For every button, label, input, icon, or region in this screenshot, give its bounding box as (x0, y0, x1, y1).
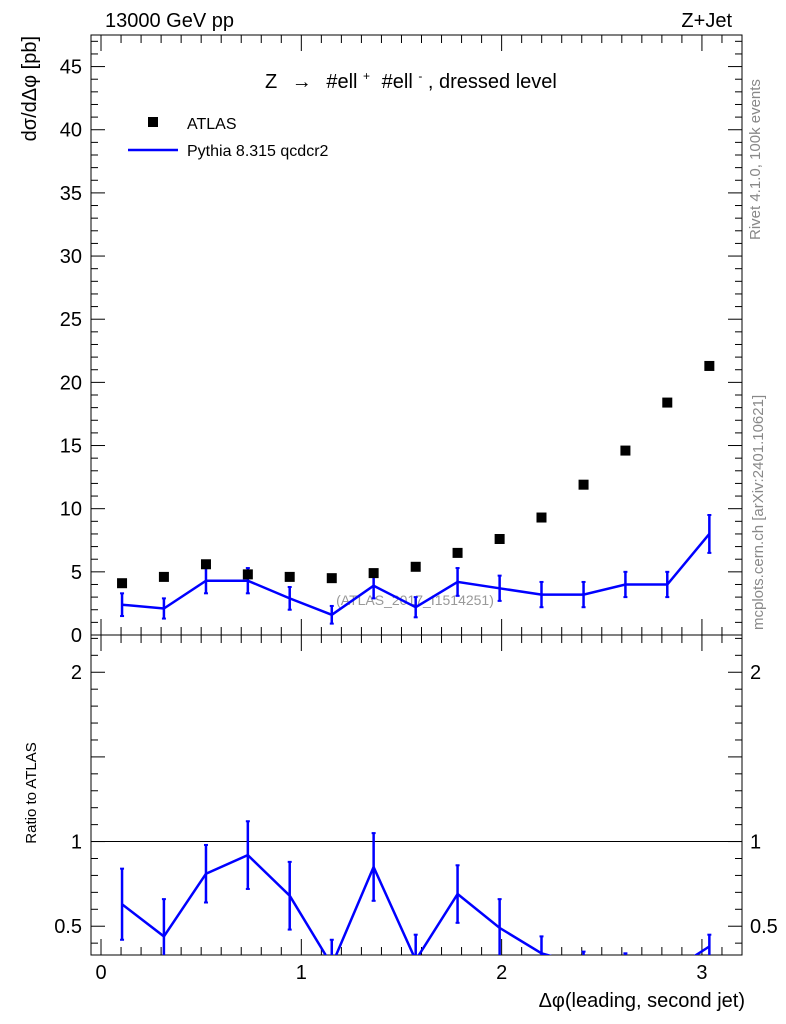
ratio-frame (90, 634, 743, 956)
title-sup-2: - (418, 69, 422, 83)
ratio-xtick-label: 3 (696, 962, 707, 984)
atlas-point (620, 445, 631, 456)
title-arrow: → (292, 71, 312, 93)
x-axis-label: Δφ(leading, second jet) (539, 990, 745, 1012)
legend: ATLAS Pythia 8.315 qcdcr2 (128, 116, 329, 160)
main-ytick-label: 25 (60, 309, 82, 331)
legend-atlas-marker (148, 117, 158, 127)
main-ytick-labels: 0 5 10 15 20 25 30 35 40 45 (60, 57, 82, 647)
main-ytick-label: 20 (60, 372, 82, 394)
ratio-series-clipped (120, 820, 712, 955)
main-y-axis-label: dσ/dΔφ [pb] (19, 36, 41, 141)
title-rest: , dressed level (428, 71, 557, 93)
atlas-point (662, 397, 673, 408)
process-label: Z+Jet (681, 10, 732, 32)
ratio-y-axis-label: Ratio to ATLAS (23, 742, 40, 843)
ratio-xtick-label: 1 (296, 962, 307, 984)
atlas-point (284, 571, 295, 582)
ratio-ytick-label-right: 0.5 (750, 916, 778, 938)
atlas-point (368, 568, 379, 579)
atlas-point (494, 534, 505, 544)
atlas-point (536, 512, 547, 523)
ratio-xtick-label: 0 (95, 962, 106, 984)
main-ytick-label: 10 (60, 499, 82, 521)
ratio-ytick-label-left: 0.5 (54, 916, 82, 938)
atlas-point (452, 547, 463, 558)
atlas-point (158, 571, 169, 582)
atlas-point (242, 569, 253, 580)
main-panel: 0 5 10 15 20 25 30 35 40 45 dσ/dΔφ [pb] Z → #ell … (19, 34, 743, 647)
atlas-point (704, 360, 715, 371)
atlas-series (117, 360, 715, 589)
main-title: Z → #ell + #ell - , dressed level (265, 63, 557, 93)
ratio-ytick-label-right: 1 (750, 832, 761, 854)
ratio-ytick-label-right: 2 (750, 662, 761, 684)
atlas-point (326, 573, 337, 584)
title-sup-1: + (363, 69, 370, 83)
title-lepton-1: #ell (326, 71, 357, 93)
main-ytick-label: 35 (60, 183, 82, 205)
ratio-ytick-labels: 0.5 0.5 1 1 2 2 (54, 662, 778, 938)
atlas-point (410, 561, 421, 572)
legend-pythia-label: Pythia 8.315 qcdcr2 (187, 143, 329, 160)
main-ytick-label: 15 (60, 436, 82, 458)
ratio-xtick-label: 2 (496, 962, 507, 984)
ratio-xtick-labels: 0 1 2 3 (95, 962, 707, 984)
title-lepton-2: #ell (382, 71, 413, 93)
ratio-pythia-series (91, 820, 742, 955)
atlas-point (117, 578, 128, 589)
rivet-label: Rivet 4.1.0, 100k events (747, 79, 764, 240)
main-ytick-label: 5 (71, 562, 82, 584)
atlas-point (200, 559, 211, 570)
main-ytick-label: 45 (60, 57, 82, 79)
main-ytick-label: 40 (60, 120, 82, 142)
main-axis-ticks (91, 35, 743, 636)
main-ytick-label: 30 (60, 246, 82, 268)
ratio-ytick-label-left: 2 (71, 662, 82, 684)
title-z: Z (265, 71, 277, 93)
ratio-ytick-label-left: 1 (71, 832, 82, 854)
atlas-point (578, 479, 589, 490)
mcplots-label: mcplots.cern.ch [arXiv:2401.10621] (750, 395, 767, 630)
main-ytick-label: 0 (71, 625, 82, 647)
legend-atlas-label: ATLAS (187, 116, 237, 133)
energy-label: 13000 GeV pp (105, 10, 234, 32)
ratio-axis-ticks (91, 635, 743, 955)
ratio-panel: 0.5 0.5 1 1 2 2 0 1 2 3 Ratio to ATLAS Δφ(leadin… (23, 634, 778, 1012)
ratio-pythia-line (121, 853, 710, 955)
